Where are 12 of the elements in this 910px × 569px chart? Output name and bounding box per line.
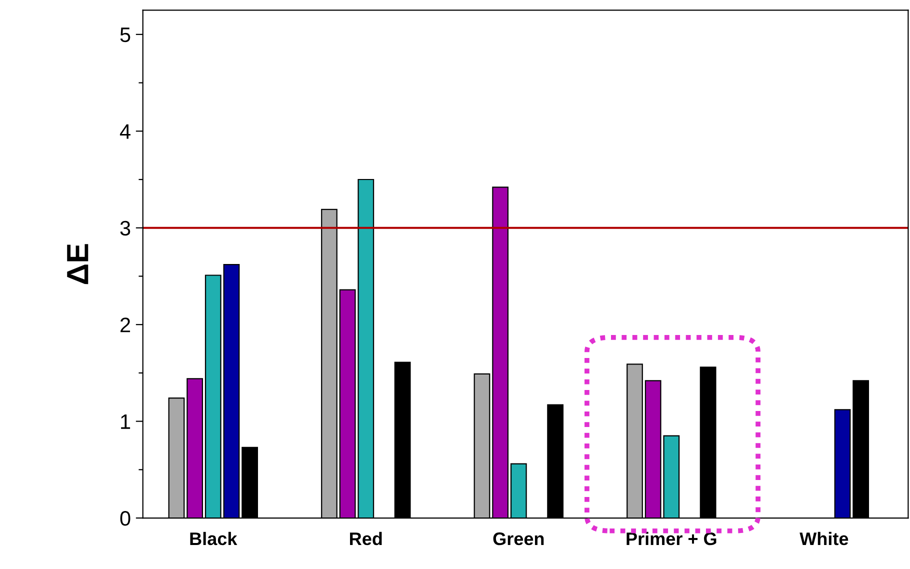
x-tick-label: Green xyxy=(493,532,544,546)
x-tick-label: Black xyxy=(190,532,238,546)
y-tick-label: 5 xyxy=(120,28,130,42)
y-tick-label: 0 xyxy=(120,511,130,526)
y-tick-label: 1 xyxy=(121,414,130,429)
y-tick-label: 3 xyxy=(120,220,130,236)
y-tick-label: 2 xyxy=(120,318,130,332)
x-tick-label: White xyxy=(800,532,848,546)
y-axis-title: ΔE xyxy=(67,244,88,284)
x-tick-label: Primer + G xyxy=(626,532,716,546)
x-tick-label: Red xyxy=(350,532,382,546)
y-tick-label: 4 xyxy=(120,124,130,139)
